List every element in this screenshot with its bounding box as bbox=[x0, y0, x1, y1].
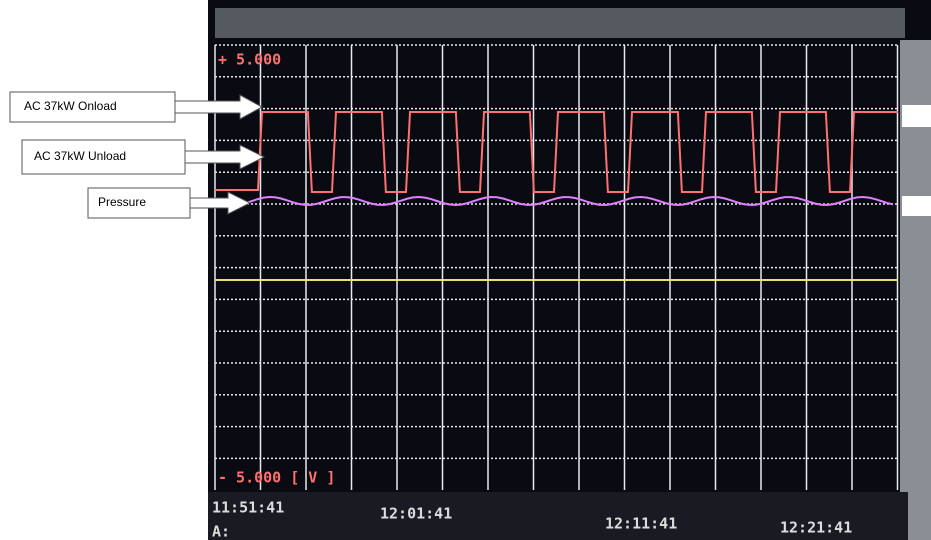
arrow bbox=[189, 191, 252, 215]
annotation-box bbox=[21, 139, 186, 175]
grid bbox=[214, 44, 899, 490]
annotation-label: AC 37kW Unload bbox=[34, 149, 126, 163]
annotation: AC 37kW Onload bbox=[9, 91, 264, 123]
annotation-box bbox=[9, 91, 176, 123]
annotation-label: AC 37kW Onload bbox=[24, 99, 117, 113]
annotation: AC 37kW Unload bbox=[21, 139, 266, 175]
bottom-label: - 5.000 [ V ] bbox=[218, 469, 335, 487]
annotation-label: Pressure bbox=[98, 195, 146, 209]
screen bbox=[208, 0, 931, 540]
channel-label: A: bbox=[212, 523, 230, 540]
bottom-bar bbox=[208, 492, 908, 540]
arrow bbox=[184, 144, 266, 170]
pressure-trace bbox=[214, 196, 894, 206]
top-bar bbox=[215, 8, 905, 38]
time-label: 12:01:41 bbox=[380, 505, 452, 523]
time-label: 12:21:41 bbox=[780, 519, 852, 537]
marker bbox=[902, 105, 931, 127]
top-label: + 5.000 bbox=[218, 51, 281, 69]
annotation-box bbox=[87, 187, 191, 219]
time-label: 12:11:41 bbox=[605, 515, 677, 533]
arrow bbox=[174, 94, 264, 120]
time-label: 11:51:41 bbox=[212, 499, 284, 517]
onload-trace bbox=[215, 111, 898, 193]
annotation: Pressure bbox=[87, 187, 252, 219]
marker bbox=[902, 196, 931, 216]
